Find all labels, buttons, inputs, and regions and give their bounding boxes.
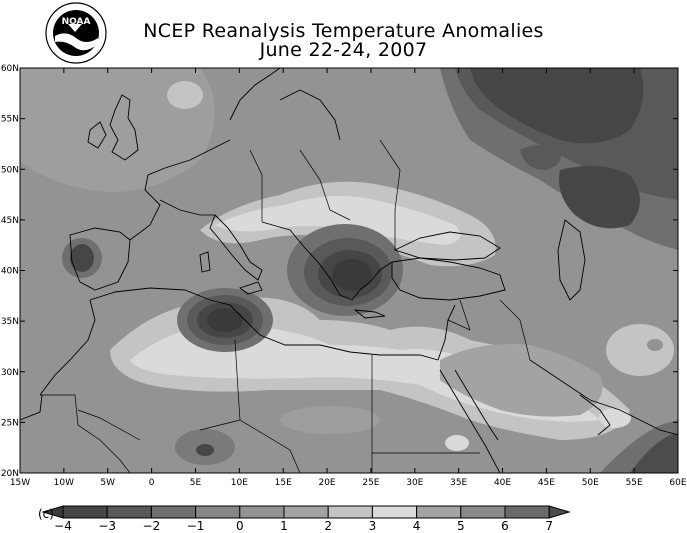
persian-gulf-dark [630, 433, 678, 473]
logo-text: NOAA [62, 17, 91, 27]
lat-tick-label: 55N [1, 115, 19, 125]
lon-tick-label: 20E [318, 478, 335, 488]
map-subtitle: June 22-24, 2007 [259, 39, 428, 61]
lat-tick-label: 20N [1, 469, 19, 479]
lon-tick-label: 45E [538, 478, 555, 488]
lat-tick-label: 60N [1, 64, 19, 74]
coastlines [20, 68, 678, 473]
colorbar-bin [150, 505, 197, 519]
lon-tick-label: 15E [275, 478, 292, 488]
tunisia-cold-core [207, 308, 243, 332]
longitude-axis: 15W 10W 5W 0 5E 10E 15E 20E 25E 30E 35E 40E 45E 50E 55… [10, 68, 687, 488]
arabia-warm-region [606, 324, 674, 376]
lon-tick-label: 5W [100, 478, 115, 488]
noaa-logo-icon: NOAA [45, 2, 107, 64]
colorbar-tick-label: −3 [98, 519, 116, 533]
colorbar-tick-label: 1 [280, 519, 288, 533]
lat-tick-label: 50N [1, 165, 19, 175]
colorbar-tick-label: 5 [457, 519, 465, 533]
colorbar-tick-label: −1 [187, 519, 205, 533]
iberia-cold-spot [70, 244, 94, 272]
russia-cold-region [470, 68, 644, 144]
colorbar-bin [283, 505, 329, 519]
colorbar-bin [239, 505, 285, 519]
colorbar-bin [195, 505, 241, 519]
colorbar-tick-label: 6 [501, 519, 509, 533]
lon-tick-label: 30E [406, 478, 423, 488]
colorbar-bin [327, 505, 373, 519]
colorbar-bin [504, 505, 550, 519]
colorbar-tick-label: 7 [545, 519, 553, 533]
lon-tick-label: 5E [190, 478, 202, 488]
balkans-warm-band [215, 196, 461, 245]
colorbar-unit-label: (c) [38, 507, 54, 521]
contour-fills [20, 68, 678, 473]
lat-tick-label: 40N [1, 267, 19, 277]
colorbar-bin [416, 505, 462, 519]
colorbar-bin [371, 505, 418, 519]
map-title: NCEP Reanalysis Temperature Anomalies [143, 20, 544, 42]
colorbar-tick-label: 3 [369, 519, 377, 533]
country-borders [40, 139, 531, 473]
colorbar: −4 −3 −2 −1 0 1 2 3 4 5 6 7 [41, 505, 571, 533]
lon-tick-label: 35E [450, 478, 467, 488]
lat-tick-label: 45N [1, 216, 19, 226]
colorbar-bin [62, 505, 108, 519]
lon-tick-label: 10E [231, 478, 248, 488]
lon-tick-label: 50E [582, 478, 599, 488]
colorbar-bin [106, 505, 152, 519]
lon-tick-label: 60E [669, 478, 686, 488]
colorbar-tick-label: 0 [236, 519, 244, 533]
lat-tick-label: 30N [1, 368, 19, 378]
lon-tick-label: 55E [626, 478, 643, 488]
colorbar-max-arrow [548, 505, 571, 519]
colorbar-tick-label: 4 [413, 519, 421, 533]
colorbar-bin [460, 505, 506, 519]
latitude-axis: 20N 25N 30N 35N 40N 45N 50N 55N 60N [1, 64, 678, 479]
colorbar-tick-label: −2 [143, 519, 161, 533]
greece-cold-core [332, 259, 372, 291]
lon-tick-label: 10W [54, 478, 74, 488]
colorbar-tick-label: 2 [324, 519, 332, 533]
lon-tick-label: 15W [10, 478, 30, 488]
lon-tick-label: 25E [362, 478, 379, 488]
lat-tick-label: 35N [1, 317, 19, 327]
lon-tick-label: 0 [149, 478, 155, 488]
colorbar-tick-label: −4 [54, 519, 72, 533]
lon-tick-label: 40E [494, 478, 511, 488]
lat-tick-label: 25N [1, 418, 19, 428]
